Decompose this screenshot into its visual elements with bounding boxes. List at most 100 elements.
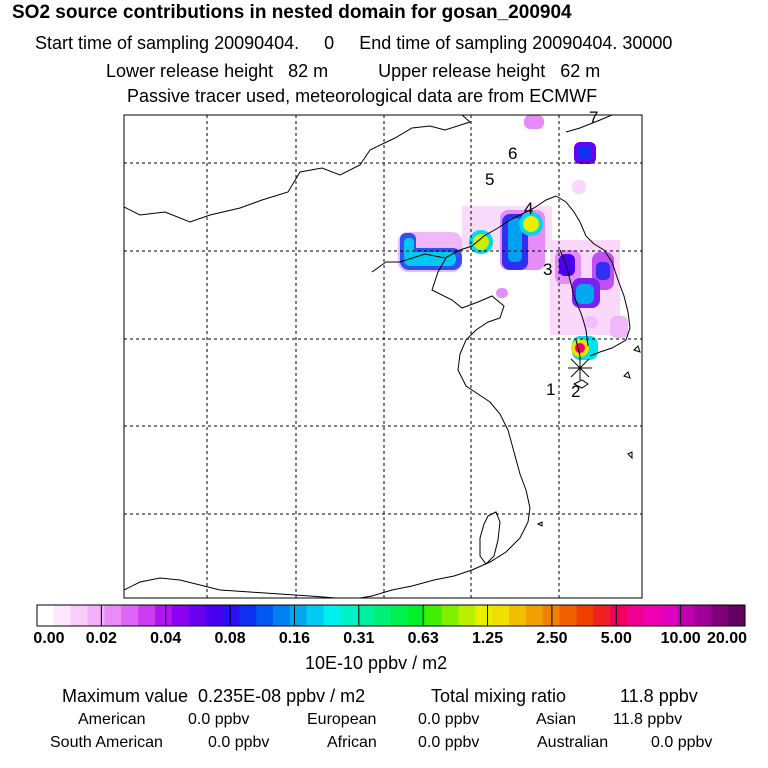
colorbar-tick-label: 0.16	[278, 630, 311, 647]
colorbar-swatch	[306, 605, 325, 626]
coastline-korea-west	[559, 249, 589, 347]
coastline-south	[124, 577, 337, 598]
source-label-4: 4	[524, 199, 533, 218]
region-name: South American	[50, 734, 163, 751]
region-value: 0.0 ppbv	[418, 734, 480, 751]
colorbar-swatch	[87, 605, 105, 626]
colorbar-swatch	[323, 605, 341, 626]
colorbar-swatch	[407, 605, 426, 626]
colorbar-swatch	[374, 605, 392, 626]
total-mixing-label: Total mixing ratio	[431, 686, 567, 706]
colorbar-swatch	[509, 605, 527, 626]
colorbar-swatch	[188, 605, 207, 626]
colorbar-frame	[36, 604, 746, 627]
colorbar-swatch	[256, 605, 274, 626]
region-value: 0.0 ppbv	[188, 711, 250, 728]
total-mixing-value: 11.8 ppbv	[620, 686, 698, 706]
region-value: 11.8 ppbv	[613, 711, 683, 728]
colorbar-swatch	[492, 605, 510, 626]
colorbar-swatch	[643, 605, 662, 626]
colorbar-swatch	[155, 605, 173, 626]
colorbar-swatch	[289, 605, 308, 626]
start-time: Start time of sampling 20090404. 0	[35, 33, 335, 53]
map-content	[124, 115, 641, 598]
field-blob-north	[524, 115, 596, 194]
colorbar-swatch	[53, 605, 72, 626]
colorbar-swatch	[542, 605, 561, 626]
colorbar-tick-label: 5.00	[600, 630, 632, 647]
coastlines	[124, 115, 641, 598]
coastline-korea	[589, 243, 631, 357]
colorbar-swatch	[677, 605, 695, 626]
colorbar-tick-label: 0.08	[214, 630, 246, 647]
colorbar-tick-label: 0.02	[85, 630, 117, 647]
region-name: African	[327, 734, 377, 751]
colorbar-swatch	[424, 605, 443, 626]
colorbar-swatch	[559, 605, 577, 626]
source-labels: 1 2 3 4 5 6 7	[485, 108, 598, 401]
colorbar-tick-label: 0.31	[343, 630, 375, 647]
colorbar-tick-label: 0.63	[407, 630, 439, 647]
source-label-2: 2	[571, 382, 580, 401]
source-marker-gosan	[568, 339, 592, 380]
colorbar-swatch	[340, 605, 358, 626]
field-blob-coast	[462, 206, 552, 298]
colorbar-swatch	[728, 605, 746, 626]
source-label-6: 6	[508, 144, 517, 163]
colorbar-swatch	[239, 605, 257, 626]
colorbar-swatch	[475, 605, 493, 626]
region-name: Australian	[537, 734, 609, 751]
colorbar-swatch	[273, 605, 291, 626]
field-blob-west	[398, 232, 462, 272]
source-label-7: 7	[589, 108, 598, 127]
colorbar-swatch	[138, 605, 156, 626]
islands-east	[536, 345, 641, 527]
jeju-island	[572, 379, 589, 389]
colorbar-swatch	[37, 605, 55, 626]
upper-height: Upper release height 62 m	[378, 61, 601, 81]
sampling-times: Start time of sampling 20090404. 0 End t…	[35, 33, 672, 54]
coastline-north	[124, 115, 471, 223]
tracer-note: Passive tracer used, meteorological data…	[127, 86, 598, 106]
colorbar-tick-label: 2.50	[536, 630, 568, 647]
colorbar-tick-label: 0.00	[33, 630, 65, 647]
grid-lines	[124, 115, 642, 598]
colorbar-tick-label: 20.00	[706, 630, 748, 647]
source-label-3: 3	[543, 260, 552, 279]
region-value: 0.0 ppbv	[651, 734, 713, 751]
colorbar-swatch	[525, 605, 544, 626]
colorbar-swatch	[70, 605, 89, 626]
colorbar-swatch	[593, 605, 611, 626]
colorbar-swatch	[610, 605, 628, 626]
coastline-japan	[565, 115, 613, 133]
region-value: 0.0 ppbv	[208, 734, 270, 751]
release-heights: Lower release height 82 m Upper release …	[106, 61, 600, 82]
map-frame	[123, 114, 643, 599]
colorbar-swatch	[711, 605, 729, 626]
colorbar-tick-label: 10.00	[660, 630, 701, 647]
region-name: American	[78, 711, 146, 728]
lower-height: Lower release height 82 m	[106, 61, 329, 81]
source-label-5: 5	[485, 170, 494, 189]
colorbar-swatch	[104, 605, 122, 626]
colorbar-unit: 10E-10 ppbv / m2	[305, 653, 448, 673]
colorbar-swatch	[660, 605, 679, 626]
colorbar-swatch	[222, 605, 240, 626]
colorbar	[36, 604, 746, 627]
coastline-bohai	[371, 195, 595, 273]
coastline-shandong	[359, 257, 531, 598]
taiwan-island	[479, 511, 501, 565]
colorbar-swatch	[357, 605, 375, 626]
colorbar-swatch	[391, 605, 409, 626]
source-label-1: 1	[546, 380, 555, 399]
colorbar-swatch	[694, 605, 712, 626]
colorbar-swatch	[627, 605, 645, 626]
field-blob-korea	[550, 240, 628, 360]
colorbar-swatch	[458, 605, 476, 626]
colorbar-swatch	[576, 605, 594, 626]
colorbar-tick-label: 1.25	[471, 630, 504, 647]
colorbar-swatch	[205, 605, 223, 626]
region-value: 0.0 ppbv	[418, 711, 480, 728]
colorbar-tick-label: 0.04	[150, 630, 182, 647]
region-name: Asian	[536, 711, 577, 728]
